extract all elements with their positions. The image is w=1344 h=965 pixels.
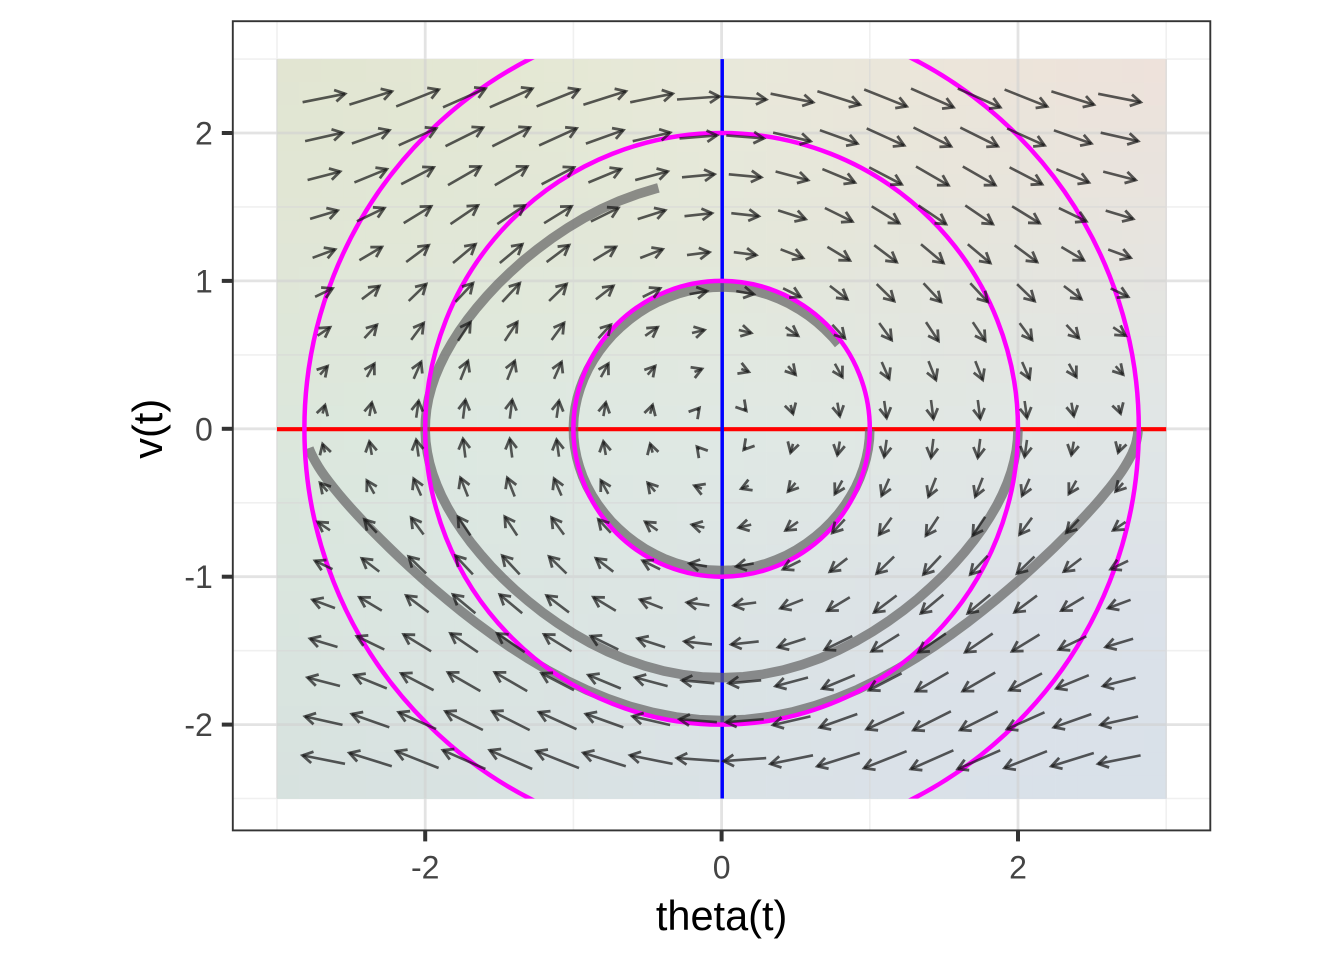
svg-text:-2: -2 [411, 850, 439, 886]
svg-text:v(t): v(t) [124, 399, 171, 459]
svg-text:0: 0 [195, 411, 213, 447]
svg-text:-1: -1 [184, 559, 212, 595]
svg-text:-2: -2 [184, 707, 212, 743]
svg-text:theta(t): theta(t) [656, 892, 787, 939]
svg-text:2: 2 [195, 116, 213, 152]
svg-text:1: 1 [195, 263, 213, 299]
svg-text:2: 2 [1009, 850, 1027, 886]
svg-text:0: 0 [713, 850, 731, 886]
